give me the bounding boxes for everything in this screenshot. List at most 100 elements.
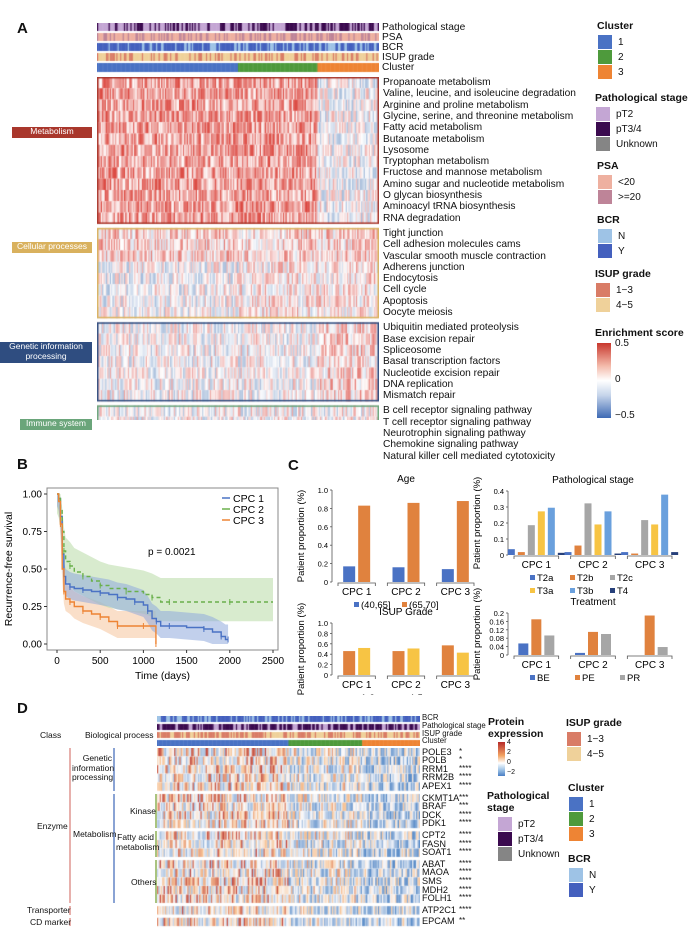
- y-tick-label: 0.2: [494, 609, 504, 618]
- y-tick-label: 0: [324, 578, 328, 587]
- annotation-track-label-2: BCR: [382, 42, 404, 53]
- legend-label-PR: PR: [627, 673, 640, 684]
- process-bracket-metabolism: [113, 794, 115, 904]
- panel-d-label: D: [17, 700, 28, 717]
- significance-stars: ****: [459, 858, 472, 868]
- legend-item-stage: pT2: [596, 107, 633, 121]
- pathway-label: Propanoate metabolism: [383, 77, 491, 88]
- legend-swatch: [569, 812, 583, 826]
- process-bracket-genetic: [113, 748, 115, 791]
- legend-title-bcr: BCR: [568, 853, 591, 865]
- legend-swatch: [569, 827, 583, 841]
- pathway-label: Lysosome: [383, 144, 430, 156]
- pathway-label: Valine, leucine, and isoleucine degradat…: [383, 88, 576, 100]
- process-label-metabolism: Metabolism: [73, 829, 117, 840]
- panel-a-enrichment-heatmap: [97, 77, 379, 420]
- x-tick-label: 2500: [262, 656, 285, 667]
- p-value-annotation: p = 0.0021: [148, 547, 196, 558]
- gene-label: MAOA: [422, 867, 450, 878]
- x-tick-label: CPC 2: [578, 560, 608, 571]
- pathway-label: Basal transcription factors: [383, 356, 501, 368]
- panel-a-label: A: [17, 20, 28, 37]
- y-tick-label: 0.25: [23, 602, 43, 613]
- class-label-cd-marker: CD marker: [30, 916, 72, 927]
- class-bracket-enzyme: [69, 748, 71, 904]
- y-tick-label: 0.00: [23, 640, 43, 651]
- legend-item-label: N: [589, 869, 597, 881]
- pathway-label: Adherens junction: [383, 261, 465, 273]
- colorbar-tick-4: 4: [507, 739, 511, 746]
- y-axis-title-0: Patient proportion (%): [296, 490, 307, 582]
- significance-stars: ****: [459, 847, 472, 857]
- legend-item-psa: >=20: [598, 190, 641, 204]
- colorbar-mid: 0: [615, 374, 621, 385]
- pathway-label: Fructose and mannose metabolism: [383, 167, 543, 179]
- legend-label-T2a: T2a: [537, 573, 554, 584]
- legend-swatch-T3b: [570, 588, 575, 593]
- bar-PR-cpc3: [657, 647, 668, 655]
- subprocess-bracket-2: [155, 860, 157, 904]
- survival-chart: 0.00 0.25 0.50 0.75 1.00 0 500 1000 1500 2000 2500…: [3, 487, 285, 682]
- category-bracket: [337, 582, 376, 586]
- significance-stars: ***: [459, 801, 469, 811]
- subprocess-label-kinase: Kinase: [130, 806, 156, 817]
- y-tick-label: 1.0: [318, 619, 328, 628]
- annotation-track-label-1: PSA: [382, 32, 403, 43]
- x-tick-label: CPC 3: [441, 587, 471, 598]
- legend-item-label: N: [618, 230, 626, 242]
- pathway-label: T cell receptor signaling pathway: [383, 416, 532, 428]
- legend-item-label: Y: [589, 884, 596, 896]
- pathway-label: DNA replication: [383, 378, 454, 390]
- pathway-label: Ubiquitin mediated proteolysis: [383, 322, 519, 334]
- bar-T2c-cpc2: [584, 503, 592, 555]
- significance-stars: ****: [459, 780, 472, 790]
- class-label-transporter: Transporter: [27, 905, 71, 916]
- chart-title-2: ISUP Grade: [379, 607, 433, 618]
- protein-colorbar: [498, 742, 505, 776]
- chart-title-1: Pathological stage: [552, 475, 634, 486]
- legend-item-label: 4−5: [616, 299, 633, 311]
- category-label-immune-system: Immune system: [20, 419, 92, 431]
- legend-label-PE: PE: [582, 673, 595, 684]
- bar-T2b-cpc2: [574, 545, 582, 555]
- pathway-label: Amino sugar and nucleotide metabolism: [383, 178, 565, 190]
- legend-swatch-T2c: [610, 575, 615, 580]
- x-tick-label: CPC 2: [391, 680, 421, 691]
- gene-label: MDH2: [422, 884, 449, 895]
- bar-T2a-cpc3: [621, 552, 629, 555]
- category-bracket: [337, 675, 376, 679]
- pathway-label: Base excision repair: [383, 333, 475, 345]
- bar-PE-cpc3: [644, 615, 655, 655]
- bar-BE-cpc1: [518, 643, 529, 655]
- panel-d-annotation-tracks: [157, 716, 420, 746]
- x-tick-label: CPC 3: [635, 660, 665, 671]
- bar-T2c-cpc3: [641, 520, 649, 555]
- pathway-label: O glycan biosynthesis: [383, 190, 483, 201]
- legend-swatch: [498, 832, 512, 846]
- legend-item-isup: 1−3: [567, 732, 604, 746]
- legend-swatch-T4: [610, 588, 615, 593]
- legend-item-cluster: 3: [569, 827, 595, 841]
- bar-T3a-cpc2: [594, 524, 602, 555]
- bar-13-cpc1: [343, 651, 356, 675]
- category-bracket: [570, 655, 616, 659]
- legend-item-psa: <20: [598, 175, 635, 189]
- legend-item-label: pT2: [518, 818, 536, 830]
- pathway-label: Oocyte meiosis: [383, 307, 453, 318]
- y-tick-label: 0.1: [494, 535, 504, 544]
- bar-6570-cpc1: [358, 505, 371, 582]
- legend-item-label: 1−3: [587, 733, 604, 745]
- gene-label: ATP2C1: [422, 904, 457, 915]
- legend-title-bcr: BCR: [597, 214, 620, 226]
- pathway-label: Tryptophan metabolism: [383, 156, 490, 168]
- x-tick-label: CPC 2: [391, 587, 421, 598]
- legend-swatch: [498, 847, 512, 861]
- legend-item-isup: 4−5: [596, 298, 633, 312]
- x-tick-label: CPC 1: [342, 680, 372, 691]
- significance-stars: *: [459, 746, 463, 756]
- y-tick-label: 0.04: [489, 643, 504, 652]
- y-tick-label: 0: [324, 671, 328, 680]
- x-tick-label: 2000: [219, 656, 242, 667]
- pathway-label: Apoptosis: [383, 295, 428, 307]
